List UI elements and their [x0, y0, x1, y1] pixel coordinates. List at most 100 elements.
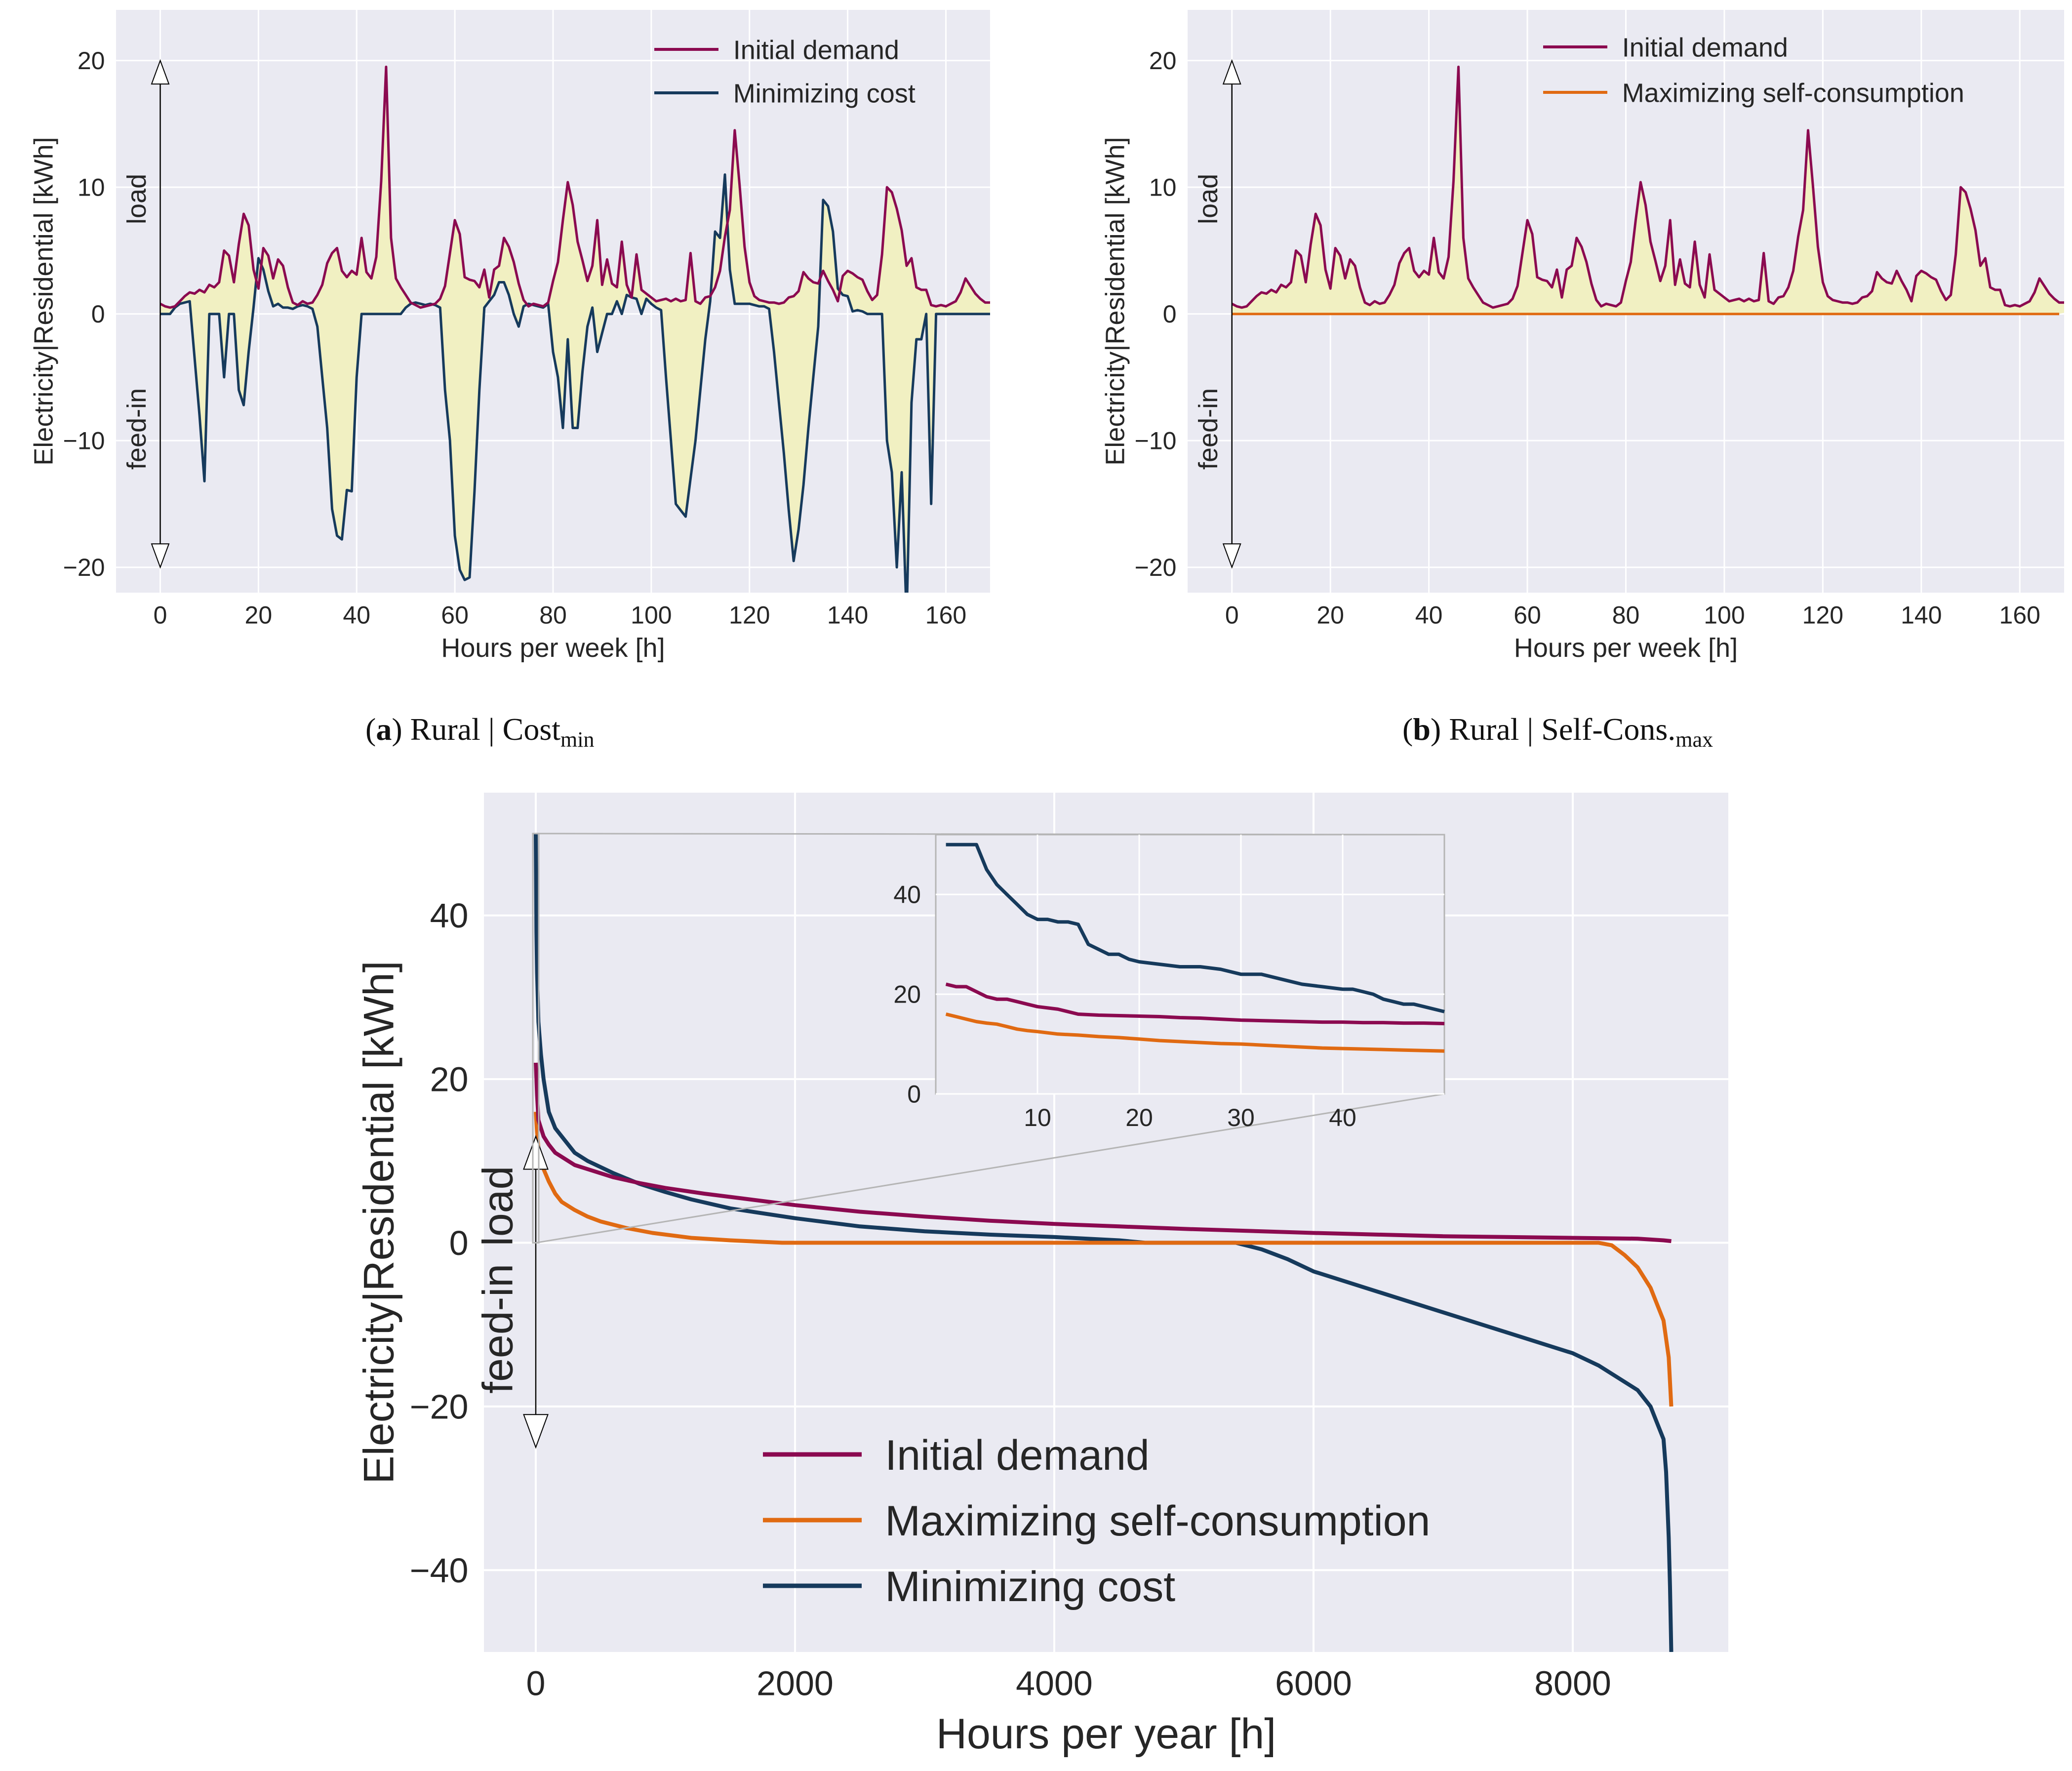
caption-b-sub: max	[1675, 727, 1713, 752]
x-tick-label: 60	[1514, 602, 1541, 629]
legend-label: Minimizing cost	[733, 79, 916, 108]
legend-label: Initial demand	[1622, 33, 1788, 62]
x-tick-label: 0	[1225, 602, 1239, 629]
plot-layer-a	[159, 65, 990, 593]
chart-b: 0 20 40 60 80 100 120 140 160 −20 −10 0 10 20 Hours pe…	[1100, 10, 2064, 663]
chart-a: 0 20 40 60 80 100 120 140 160 −20 −10 0 10 20 Hours pe…	[29, 10, 990, 663]
inset-x-tick-label: 20	[1125, 1104, 1153, 1131]
load-annotation: load	[475, 1166, 522, 1247]
feedin-arrow-head	[523, 1414, 549, 1449]
caption-b-label: b	[1413, 712, 1431, 747]
x-tick-label: 80	[539, 602, 567, 629]
series-line	[534, 1112, 1674, 1407]
legend-label: Initial demand	[885, 1432, 1149, 1479]
y-tick-label: −10	[1135, 427, 1177, 455]
y-tick-label: 20	[78, 47, 105, 75]
y-tick-label: 0	[1163, 300, 1177, 328]
x-tick-label: 40	[1415, 602, 1443, 629]
inset-y-tick-label: 0	[907, 1081, 921, 1108]
y-tick-label: −20	[410, 1387, 469, 1426]
x-axis-label: Hours per year [h]	[936, 1710, 1276, 1758]
feedin-annotation: feed-in	[1194, 388, 1223, 470]
series-line	[160, 173, 990, 593]
caption-b-main: Rural | Self-Cons.	[1449, 712, 1676, 747]
load-annotation: load	[1194, 174, 1223, 224]
x-tick-label: 120	[1802, 602, 1843, 629]
feedin-arrow-head	[1222, 543, 1241, 569]
x-tick-label: 120	[729, 602, 770, 629]
caption-a-label: a	[376, 712, 392, 747]
x-tick-label: 8000	[1534, 1664, 1611, 1703]
caption-a-sub: min	[560, 727, 595, 752]
chart-c: 0 2000 4000 6000 8000 −40 −20 0 20 40 Hours per ye…	[356, 793, 1728, 1758]
x-tick-label: 20	[245, 602, 273, 629]
y-tick-label: 0	[91, 300, 105, 328]
y-axis-label: Electricity|Residential [kWh]	[29, 137, 58, 465]
series-line	[159, 65, 990, 309]
inset-series-line	[945, 982, 1445, 1026]
inset-source-box	[532, 833, 540, 1244]
feedin-arrow-head	[151, 543, 170, 569]
inset-y-tick-label: 40	[893, 881, 921, 909]
series-line	[534, 1062, 1672, 1244]
y-tick-label: −40	[410, 1551, 469, 1590]
inset-x-tick-label: 40	[1329, 1104, 1356, 1131]
load-arrow-head	[1222, 59, 1241, 85]
y-tick-label: 40	[430, 896, 469, 935]
inset-plot-area	[935, 834, 1445, 1095]
caption-b: (b) Rural | Self-Cons.max	[1402, 712, 1713, 752]
plot-layer-c	[534, 833, 1674, 1652]
series-line	[1231, 65, 2064, 309]
inset-x-tick-label: 30	[1227, 1104, 1255, 1131]
feedin-annotation: feed-in	[475, 1264, 522, 1394]
x-tick-label: 140	[827, 602, 868, 629]
legend-a: Initial demand Minimizing cost	[654, 35, 916, 108]
y-tick-label: −20	[1135, 554, 1177, 581]
y-axis-label: Electricity|Residential [kWh]	[356, 961, 403, 1484]
feedin-annotation: feed-in	[122, 388, 152, 470]
x-tick-label: 100	[631, 602, 672, 629]
x-tick-label: 6000	[1275, 1664, 1352, 1703]
x-tick-label: 4000	[1016, 1664, 1093, 1703]
y-tick-label: 20	[1149, 47, 1177, 75]
x-tick-label: 100	[1704, 602, 1745, 629]
legend-b: Initial demand Maximizing self-consumptio…	[1543, 33, 1964, 108]
y-tick-label: −20	[63, 554, 105, 581]
fill-between-area	[1232, 67, 2064, 314]
legend-c: Initial demand Maximizing self-consumptio…	[763, 1432, 1430, 1610]
x-axis-label: Hours per week [h]	[1514, 633, 1738, 663]
y-tick-label: 0	[449, 1224, 469, 1262]
inset-series-line	[945, 1012, 1445, 1053]
load-arrow-head	[151, 59, 170, 85]
x-tick-label: 80	[1612, 602, 1640, 629]
load-annotation: load	[122, 174, 152, 224]
series-line	[534, 833, 1674, 1652]
y-axis-label: Electricity|Residential [kWh]	[1100, 137, 1130, 465]
fill-between-area	[160, 67, 990, 593]
x-tick-label: 140	[1901, 602, 1942, 629]
inset-series-line	[946, 843, 1445, 1013]
x-tick-label: 2000	[757, 1664, 834, 1703]
inset-chart: 10 20 30 40 0 20 40	[893, 834, 1445, 1131]
caption-a: (a) Rural | Costmin	[365, 712, 595, 752]
x-tick-label: 160	[1999, 602, 2040, 629]
plot-layer-b	[1231, 65, 2064, 316]
x-tick-label: 20	[1316, 602, 1344, 629]
y-tick-label: 10	[1149, 174, 1177, 201]
x-tick-label: 0	[526, 1664, 546, 1703]
x-tick-label: 160	[925, 602, 966, 629]
legend-label: Initial demand	[733, 35, 899, 65]
y-tick-label: −10	[63, 427, 105, 455]
x-tick-label: 40	[343, 602, 370, 629]
caption-a-main: Rural | Cost	[410, 712, 560, 747]
inset-connector	[535, 1093, 1445, 1244]
inset-x-tick-label: 10	[1024, 1104, 1051, 1131]
inset-y-tick-label: 20	[893, 981, 921, 1008]
y-tick-label: 10	[78, 174, 105, 201]
x-tick-label: 0	[154, 602, 167, 629]
y-tick-label: 20	[430, 1060, 469, 1099]
x-tick-label: 60	[441, 602, 469, 629]
legend-label: Minimizing cost	[885, 1563, 1175, 1610]
load-arrow-head	[523, 1135, 549, 1170]
